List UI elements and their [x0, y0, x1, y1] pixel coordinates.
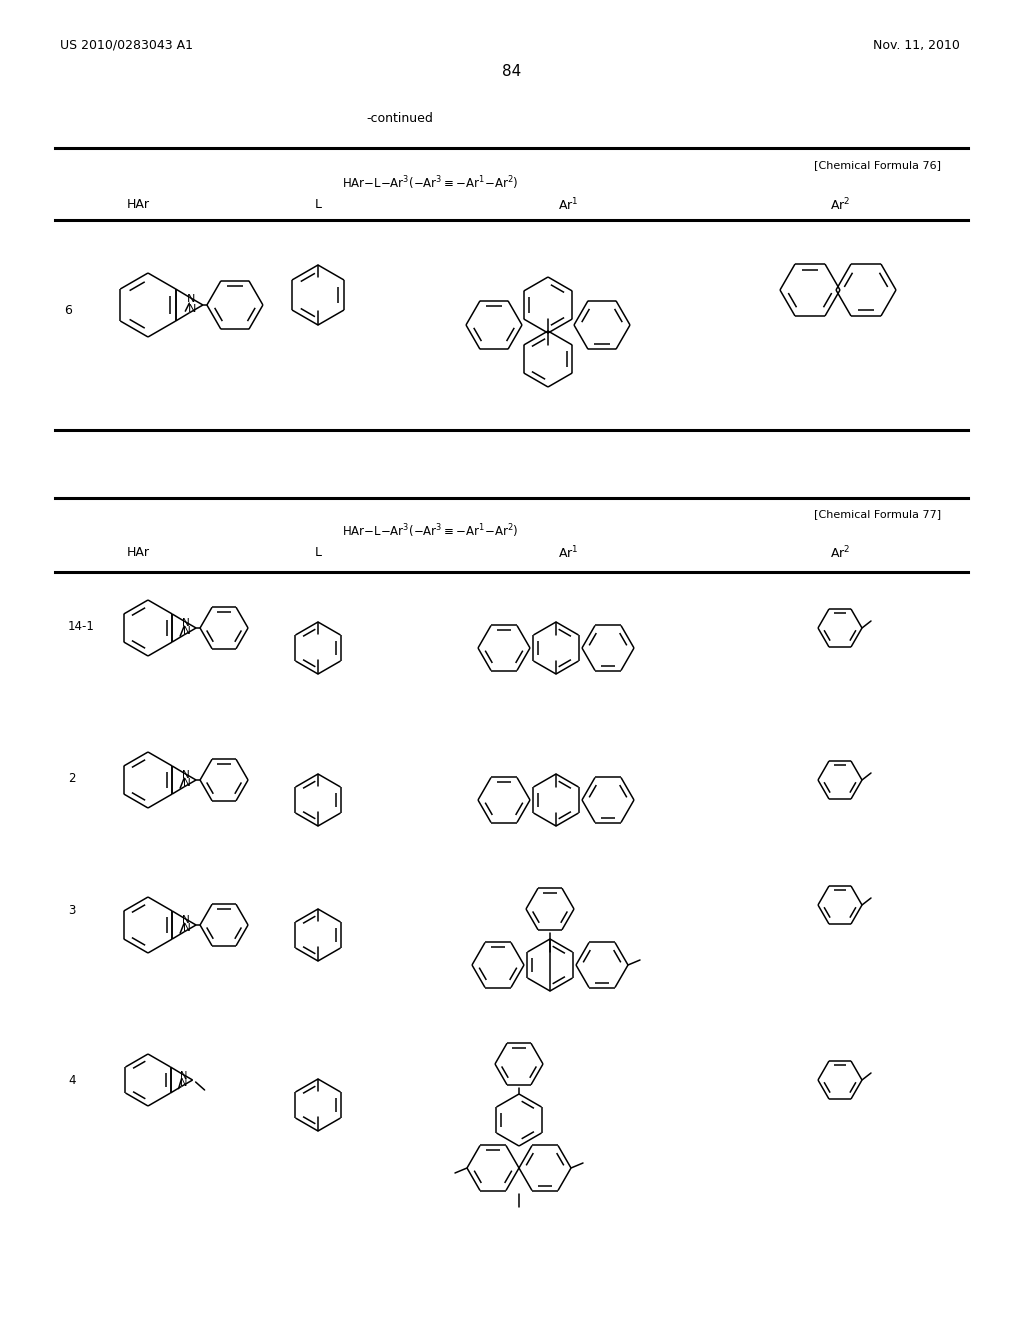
- Text: N: N: [180, 1071, 187, 1081]
- Text: N: N: [182, 770, 190, 780]
- Text: HAr: HAr: [127, 198, 150, 211]
- Text: 6: 6: [65, 304, 72, 317]
- Text: 14-1: 14-1: [68, 619, 95, 632]
- Text: N: N: [183, 923, 191, 933]
- Text: US 2010/0283043 A1: US 2010/0283043 A1: [60, 38, 193, 51]
- Text: 3: 3: [68, 903, 76, 916]
- Text: [Chemical Formula 77]: [Chemical Formula 77]: [814, 510, 941, 519]
- Text: L: L: [314, 198, 322, 211]
- Text: 4: 4: [68, 1073, 76, 1086]
- Text: [Chemical Formula 76]: [Chemical Formula 76]: [814, 160, 941, 170]
- Text: HAr$-$L$-$Ar$^3$($-$Ar$^3$$\equiv$$-$Ar$^1$$-$Ar$^2$): HAr$-$L$-$Ar$^3$($-$Ar$^3$$\equiv$$-$Ar$…: [342, 174, 518, 191]
- Text: N: N: [187, 294, 196, 304]
- Text: N: N: [182, 618, 190, 628]
- Text: 2: 2: [68, 771, 76, 784]
- Text: N: N: [183, 626, 191, 636]
- Text: N: N: [182, 915, 190, 925]
- Text: Ar$^1$: Ar$^1$: [558, 545, 579, 561]
- Text: N: N: [180, 1078, 187, 1089]
- Text: HAr: HAr: [127, 546, 150, 560]
- Text: Ar$^2$: Ar$^2$: [829, 545, 850, 561]
- Text: N: N: [188, 304, 197, 314]
- Text: HAr$-$L$-$Ar$^3$($-$Ar$^3$$\equiv$$-$Ar$^1$$-$Ar$^2$): HAr$-$L$-$Ar$^3$($-$Ar$^3$$\equiv$$-$Ar$…: [342, 523, 518, 540]
- Text: -continued: -continued: [367, 111, 433, 124]
- Text: L: L: [314, 546, 322, 560]
- Text: N: N: [183, 777, 191, 788]
- Text: Nov. 11, 2010: Nov. 11, 2010: [873, 38, 961, 51]
- Text: Ar$^2$: Ar$^2$: [829, 197, 850, 214]
- Text: Ar$^1$: Ar$^1$: [558, 197, 579, 214]
- Text: 84: 84: [503, 65, 521, 79]
